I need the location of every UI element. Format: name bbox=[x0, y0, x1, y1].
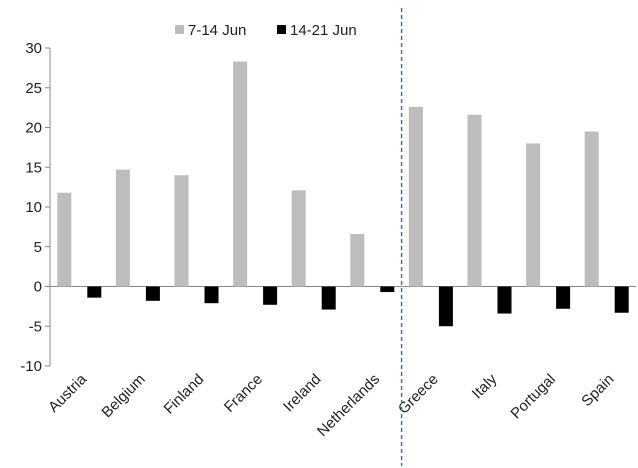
bar-week2-greece bbox=[438, 286, 453, 327]
x-tick-label: Portugal bbox=[507, 371, 559, 423]
y-tick-label: 20 bbox=[25, 120, 42, 137]
bar-week2-belgium bbox=[145, 286, 160, 301]
legend-swatch bbox=[277, 25, 286, 34]
bar-week1-belgium bbox=[115, 169, 130, 287]
bar-week1-spain bbox=[584, 131, 599, 287]
legend-label: 7-14 Jun bbox=[188, 22, 246, 39]
x-tick-label: Finland bbox=[161, 371, 208, 418]
bar-week2-netherlands bbox=[380, 286, 395, 293]
bar-week2-portugal bbox=[556, 286, 571, 309]
y-tick-label: 5 bbox=[34, 239, 42, 256]
bar-week1-netherlands bbox=[350, 234, 365, 287]
x-tick-label: Austria bbox=[45, 370, 90, 415]
bar-week1-italy bbox=[467, 114, 482, 287]
x-tick-label: Ireland bbox=[280, 371, 324, 415]
bar-week1-portugal bbox=[526, 143, 541, 287]
bar-week2-ireland bbox=[321, 286, 336, 310]
bar-week2-france bbox=[263, 286, 278, 305]
legend-swatch bbox=[175, 25, 184, 34]
y-tick-label: -10 bbox=[20, 358, 42, 375]
bar-week1-finland bbox=[174, 175, 189, 287]
y-tick-label: 0 bbox=[34, 279, 42, 296]
y-tick-label: 15 bbox=[25, 159, 42, 176]
bar-week2-finland bbox=[204, 286, 219, 304]
legend: 7-14 Jun 14-21 Jun bbox=[175, 22, 357, 39]
y-tick-label: 30 bbox=[25, 40, 42, 57]
category-labels: Austria Belgium Finland France IrelandNether… bbox=[45, 370, 617, 440]
y-tick-label: 25 bbox=[25, 80, 42, 97]
bar-week2-austria bbox=[87, 286, 102, 298]
bar-week1-france bbox=[233, 61, 248, 287]
x-tick-label: Netherlands bbox=[314, 371, 383, 440]
bar-week2-italy bbox=[497, 286, 512, 314]
x-tick-label: Belgium bbox=[98, 371, 148, 421]
y-tick-label: 10 bbox=[25, 199, 42, 216]
bar-week1-ireland bbox=[291, 190, 306, 287]
bar-week2-spain bbox=[614, 286, 629, 313]
y-tick-label: -5 bbox=[29, 318, 42, 335]
x-tick-label: Italy bbox=[469, 370, 501, 402]
x-tick-label: France bbox=[221, 371, 266, 416]
bar-week1-greece bbox=[408, 106, 423, 287]
x-tick-label: Spain bbox=[578, 371, 617, 410]
y-axis: -10 -5 0 5 10 15 20 25 30 bbox=[20, 40, 636, 375]
bar-week1-austria bbox=[57, 192, 72, 287]
bars bbox=[57, 61, 629, 327]
legend-label: 14-21 Jun bbox=[290, 22, 357, 39]
